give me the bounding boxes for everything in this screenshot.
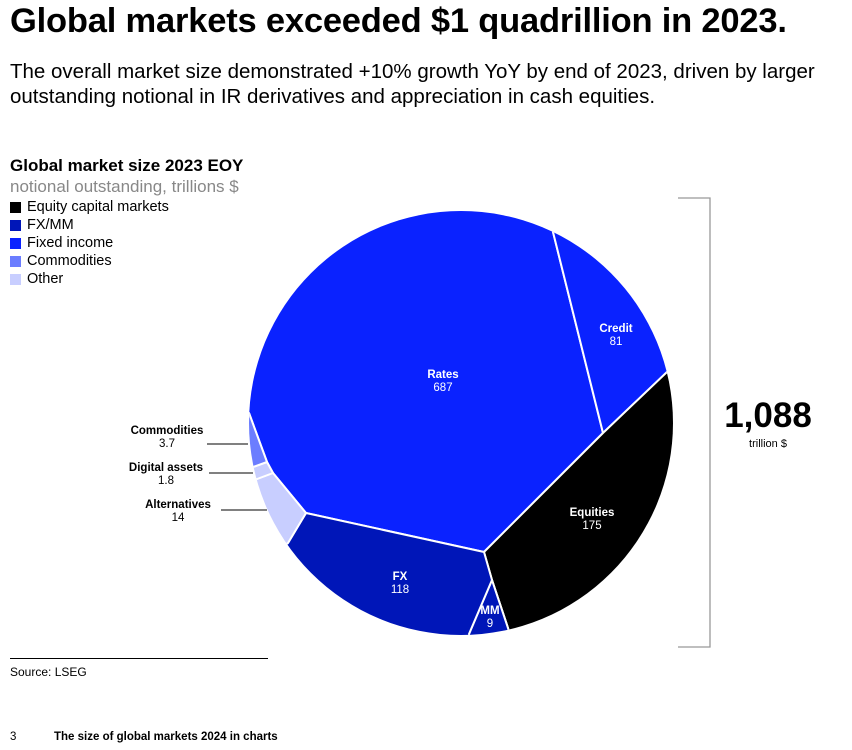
slice-label: Commodities xyxy=(131,425,204,437)
slice-mm xyxy=(468,579,529,635)
legend-item: FX/MM xyxy=(10,217,74,233)
legend-item: Other xyxy=(10,271,63,287)
page-title: Global markets exceeded $1 quadrillion i… xyxy=(10,2,787,40)
source-divider xyxy=(10,658,268,659)
slice-label: Equities xyxy=(570,507,615,519)
legend-swatch xyxy=(10,219,21,231)
slice-label: Credit xyxy=(599,323,632,335)
legend-swatch xyxy=(10,255,21,267)
slice-value: 175 xyxy=(582,520,601,532)
subtitle-line-2: outstanding notional in IR derivatives a… xyxy=(10,85,656,108)
chart-title: Global market size 2023 EOY xyxy=(10,156,244,175)
slice-label: Rates xyxy=(427,369,458,381)
legend-label: FX/MM xyxy=(27,217,74,233)
slice-value: 14 xyxy=(172,512,185,524)
slice-rates xyxy=(249,211,604,553)
slice-label: MM xyxy=(480,605,499,617)
legend-item: Equity capital markets xyxy=(10,199,169,215)
slice-value: 118 xyxy=(391,584,409,596)
total-value: 1,088 xyxy=(724,396,812,435)
slice-value: 9 xyxy=(487,618,493,630)
legend-label: Fixed income xyxy=(27,235,114,251)
source-note: Source: LSEG xyxy=(10,665,87,679)
legend-item: Commodities xyxy=(10,253,112,269)
slice-alternatives xyxy=(249,472,307,594)
slice-value: 687 xyxy=(433,382,452,394)
legend-swatch xyxy=(10,273,21,285)
legend-swatch xyxy=(10,237,21,249)
total-unit: trillion $ xyxy=(749,438,787,450)
chart-subtitle: notional outstanding, trillions $ xyxy=(10,177,239,196)
slice-value: 1.8 xyxy=(158,475,174,487)
page-number: 3 xyxy=(10,731,17,743)
legend-label: Equity capital markets xyxy=(27,199,169,215)
slice-value: 3.7 xyxy=(159,438,175,450)
slice-fx xyxy=(249,512,493,635)
legend-item: Fixed income xyxy=(10,235,113,251)
slice-value: 81 xyxy=(610,336,623,348)
slice-label: FX xyxy=(393,571,408,583)
legend-swatch xyxy=(10,201,21,213)
footer-title: The size of global markets 2024 in chart… xyxy=(54,731,278,743)
subtitle-line-1: The overall market size demonstrated +10… xyxy=(10,60,815,83)
total-bracket xyxy=(678,197,711,648)
slice-label: Digital assets xyxy=(129,462,203,474)
legend-label: Other xyxy=(27,271,64,287)
legend-label: Commodities xyxy=(27,253,112,269)
slice-label: Alternatives xyxy=(145,499,211,511)
